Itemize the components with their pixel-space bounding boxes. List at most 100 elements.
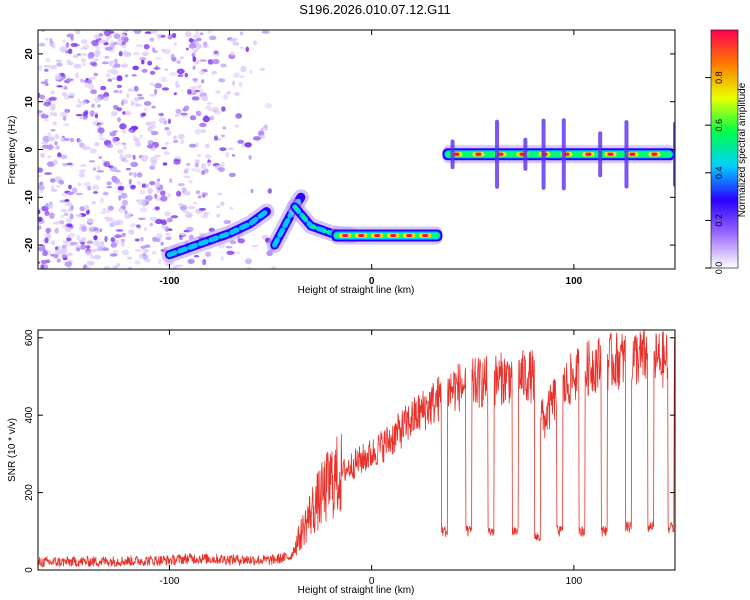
colorbar-tick-label: 0.6	[714, 119, 724, 132]
plateau-minus-18-hot-peak	[358, 233, 365, 238]
noise-blob	[98, 39, 107, 44]
noise-blob	[231, 154, 236, 157]
noise-blob	[191, 96, 200, 101]
noise-blob	[194, 60, 200, 65]
noise-blob	[65, 202, 73, 207]
noise-blob	[87, 218, 94, 224]
noise-blob	[194, 128, 202, 135]
noise-blob	[54, 246, 59, 250]
noise-blob	[134, 260, 141, 265]
noise-blob	[90, 89, 97, 94]
noise-blob	[54, 227, 59, 234]
noise-blob	[110, 111, 118, 117]
noise-blob	[52, 121, 57, 126]
noise-blob	[109, 253, 118, 257]
noise-blob	[47, 154, 52, 159]
noise-blob	[83, 117, 87, 120]
noise-blob	[217, 192, 223, 196]
noise-blob	[233, 72, 240, 78]
noise-blob	[106, 186, 113, 189]
noise-blob	[38, 184, 45, 191]
noise-blob	[164, 226, 170, 233]
plateau-minus-1-hot-peak	[585, 152, 592, 156]
noise-blob	[76, 235, 81, 241]
noise-blob	[75, 30, 81, 35]
noise-blob	[183, 175, 191, 179]
noise-blob	[160, 79, 168, 83]
noise-blob	[136, 172, 143, 178]
noise-blob	[71, 187, 78, 194]
noise-blob	[139, 134, 144, 139]
noise-blob	[144, 244, 151, 248]
noise-blob	[142, 248, 149, 253]
noise-blob	[123, 144, 127, 151]
noise-blob	[149, 82, 155, 86]
noise-blob	[140, 237, 144, 242]
noise-blob	[85, 250, 93, 256]
noise-blob	[79, 171, 85, 178]
noise-blob	[171, 32, 177, 39]
noise-blob	[53, 159, 58, 165]
noise-blob	[69, 213, 74, 220]
noise-blob	[220, 201, 225, 207]
noise-blob	[78, 240, 83, 244]
noise-blob	[180, 138, 185, 145]
y-tick-label: 10	[24, 96, 35, 108]
noise-blob	[240, 65, 247, 73]
noise-blob	[51, 240, 56, 246]
noise-blob	[117, 117, 121, 123]
noise-blob	[132, 51, 140, 56]
noise-blob	[94, 50, 102, 55]
noise-blob	[128, 229, 135, 235]
noise-blob	[120, 33, 126, 37]
noise-blob	[60, 154, 68, 160]
noise-blob	[179, 232, 186, 236]
noise-blob	[177, 74, 184, 77]
noise-blob	[167, 118, 171, 125]
noise-blob	[96, 170, 105, 173]
noise-blob	[127, 256, 132, 260]
noise-blob	[150, 130, 159, 136]
noise-blob	[189, 143, 197, 148]
noise-blob	[112, 250, 119, 253]
noise-blob	[118, 195, 122, 201]
plateau-minus-18-hot-peak	[342, 233, 349, 238]
plateau-minus-18-hot-peak	[374, 233, 381, 238]
noise-blob	[114, 58, 118, 64]
noise-blob	[93, 72, 98, 77]
noise-blob	[50, 188, 58, 192]
noise-blob	[80, 244, 87, 250]
noise-blob	[38, 110, 43, 113]
noise-blob	[38, 92, 41, 98]
noise-blob	[143, 44, 150, 50]
noise-blob	[67, 162, 73, 166]
noise-blob	[165, 233, 171, 236]
noise-blob	[44, 119, 49, 123]
noise-blob	[201, 79, 205, 84]
noise-blob	[226, 91, 232, 95]
y-tick-label: 0	[24, 567, 35, 573]
noise-blob	[93, 235, 98, 241]
noise-blob	[114, 234, 122, 239]
x-tick-label: 100	[566, 276, 583, 287]
noise-blob	[165, 236, 172, 241]
noise-blob	[85, 245, 91, 249]
noise-blob	[186, 162, 191, 167]
noise-blob	[205, 154, 212, 159]
plateau-spike	[598, 131, 603, 178]
noise-blob	[195, 110, 202, 117]
noise-blob	[142, 254, 149, 260]
rising-branch-mid	[166, 209, 269, 258]
noise-blob	[221, 134, 225, 138]
noise-blob	[38, 226, 42, 230]
noise-blob	[227, 147, 235, 151]
noise-blob	[168, 178, 173, 184]
noise-blob	[104, 30, 111, 37]
noise-blob	[230, 51, 235, 57]
spectrogram-y-label: Frequency (Hz)	[7, 116, 18, 185]
noise-blob	[55, 76, 60, 80]
noise-blob	[95, 45, 100, 52]
noise-blob	[219, 147, 227, 152]
colorbar-label: Normalized spectral amplitude	[737, 82, 748, 217]
noise-blob	[38, 207, 43, 211]
